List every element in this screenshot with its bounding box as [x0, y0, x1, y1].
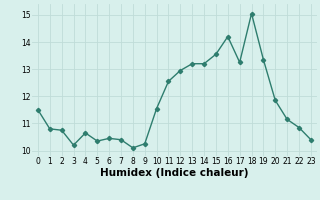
- X-axis label: Humidex (Indice chaleur): Humidex (Indice chaleur): [100, 168, 249, 178]
